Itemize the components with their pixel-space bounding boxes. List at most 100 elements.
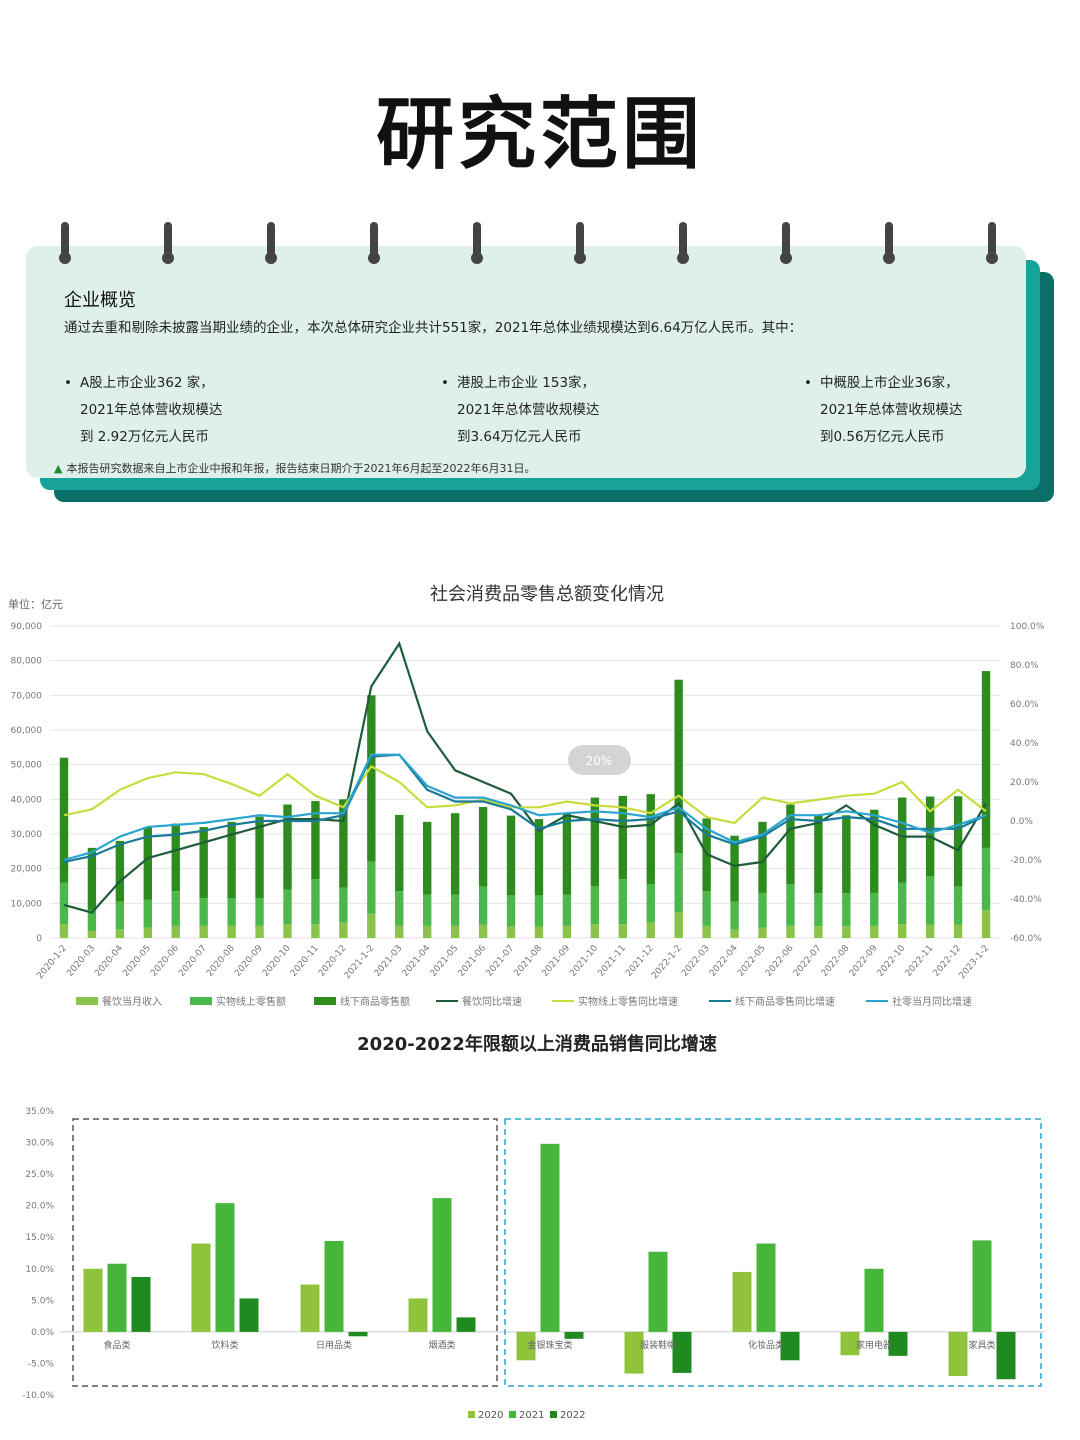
overview-heading: 企业概览 (64, 290, 136, 311)
chart1-bar (255, 925, 264, 938)
overview-item-a-share: • A股上市企业362 家， 2021年总体营收规模达 到 2.92万亿元人民币 (64, 370, 222, 451)
overview-item-line: 2021年总体营收规模达 (457, 402, 600, 418)
chart1-bar (478, 806, 488, 887)
chart2-legend-swatch (509, 1411, 516, 1418)
category-growth-chart: 2020-2022年限额以上消费品销售同比增速 -10.0% -5.0% 0.0% 5… (22, 1033, 1045, 1421)
triangle-icon: ▲ (54, 462, 63, 475)
chart1-bar (450, 894, 460, 926)
chart1-y-tick: 60,000 (11, 726, 43, 736)
chart1-bar (786, 884, 795, 926)
chart1-bar (87, 847, 97, 911)
chart2-bar (780, 1331, 800, 1361)
chart1-bar (143, 827, 152, 900)
binder-ring-icon (574, 222, 586, 264)
chart1-bar (311, 924, 320, 938)
chart1-bar (870, 809, 879, 893)
chart1-line (63, 764, 987, 825)
chart1-y-tick: 0 (36, 934, 42, 944)
chart1-bar (534, 895, 544, 927)
chart2-bar (83, 1268, 103, 1332)
chart2-y-tick: -10.0% (22, 1391, 54, 1401)
chart1-x-tick: 2022-03 (680, 944, 712, 979)
chart2-legend-swatch (468, 1411, 475, 1418)
chart1-bar (59, 924, 69, 938)
chart1-x-tick: 2020-08 (205, 943, 237, 978)
chart1-bar (702, 891, 711, 926)
chart1-bar (339, 922, 348, 938)
chart1-bar (842, 815, 851, 894)
chart1-bar (730, 929, 739, 938)
chart1-bar (227, 925, 236, 938)
chart1-bar (255, 816, 264, 899)
chart1-x-tick: 2020-06 (149, 943, 181, 978)
chart1-x-tick: 2021-03 (373, 944, 405, 979)
chart1-x-tick: 2022-06 (764, 943, 796, 978)
chart1-bar (981, 910, 991, 938)
chart1-bar (981, 671, 991, 848)
chart2-bar (215, 1203, 235, 1332)
chart1-y-tick: 40,000 (11, 795, 43, 805)
chart1-x-tick: 2021-08 (512, 943, 544, 978)
chart1-bar (953, 796, 963, 887)
chart1-y2-tick: -40.0% (1010, 895, 1042, 905)
chart1-bar (143, 899, 152, 928)
binder-ring-icon (265, 222, 277, 264)
chart1-bar (925, 924, 935, 938)
chart1-bar (674, 853, 683, 912)
chart1-bar (171, 925, 180, 938)
chart1-bar (423, 925, 432, 938)
chart1-y2-tick: 60.0% (1010, 700, 1039, 710)
chart1-y2-tick: 20.0% (1010, 778, 1039, 788)
chart2-y-tick: 15.0% (25, 1233, 54, 1243)
chart2-bar (996, 1331, 1016, 1380)
chart1-x-tick: 2020-07 (177, 944, 209, 979)
chart2-bar (888, 1331, 908, 1356)
chart1-bar (590, 886, 600, 925)
chart2-bar (131, 1276, 151, 1332)
chart2-bar (191, 1243, 211, 1332)
chart2-bar (732, 1271, 752, 1332)
chart1-bar (395, 891, 404, 926)
overview-item-hk-share: • 港股上市企业 153家， 2021年总体营收规模达 到3.64万亿元人民币 (441, 370, 600, 451)
chart2-x-tick: 家用电器 (856, 1339, 892, 1351)
chart1-bar (143, 927, 152, 938)
chart1-y-tick: 70,000 (11, 691, 43, 701)
chart1-bar (87, 910, 97, 932)
chart1-bar (227, 898, 236, 926)
overview-card: 企业概览 通过去重和剔除未披露当期业绩的企业，本次总体研究企业共计551家，20… (26, 246, 1026, 478)
chart1-legend-label: 线下商品零售同比增速 (735, 995, 835, 1008)
chart2-y-tick: 0.0% (31, 1328, 54, 1338)
chart1-bar (255, 898, 264, 926)
chart1-title: 社会消费品零售总额变化情况 (430, 584, 664, 605)
chart1-bar (730, 835, 739, 902)
chart2-bar (300, 1284, 320, 1332)
chart1-bar (618, 924, 627, 938)
chart2-bar (239, 1298, 259, 1332)
chart1-bar (702, 925, 711, 938)
chart1-bar (814, 815, 823, 894)
chart1-bar (59, 882, 69, 925)
chart1-bar (730, 901, 739, 930)
chart1-y2-tick: -20.0% (1010, 856, 1042, 866)
chart2-bar (432, 1198, 452, 1332)
overview-item-line: 2021年总体营收规模达 (820, 402, 963, 418)
chart2-x-tick: 化妆品类 (748, 1339, 784, 1351)
chart2-x-tick: 烟酒类 (428, 1339, 455, 1351)
chart1-x-tick: 2020-10 (261, 943, 293, 978)
chart1-bar (925, 876, 935, 925)
overview-intro: 通过去重和剔除未披露当期业绩的企业，本次总体研究企业共计551家，2021年总体… (64, 320, 803, 336)
chart1-y2-tick: -60.0% (1010, 934, 1042, 944)
chart1-bar (618, 879, 627, 925)
chart1-bar (199, 898, 208, 926)
chart1-x-tick: 2020-11 (289, 944, 321, 979)
chart1-x-tick: 2021-1-2 (343, 944, 377, 982)
overview-item-line: A股上市企业362 家， (80, 375, 214, 391)
chart1-bar (87, 931, 97, 938)
chart1-x-tick: 2023-1-2 (957, 944, 991, 982)
chart1-bar (171, 823, 180, 892)
chart1-badge-label: 20% (586, 754, 613, 768)
chart2-y-tick: 25.0% (25, 1170, 54, 1180)
chart2-y-tick: 35.0% (25, 1107, 54, 1117)
chart1-y2-tick: 100.0% (1010, 622, 1045, 632)
chart1-bar (646, 884, 655, 923)
